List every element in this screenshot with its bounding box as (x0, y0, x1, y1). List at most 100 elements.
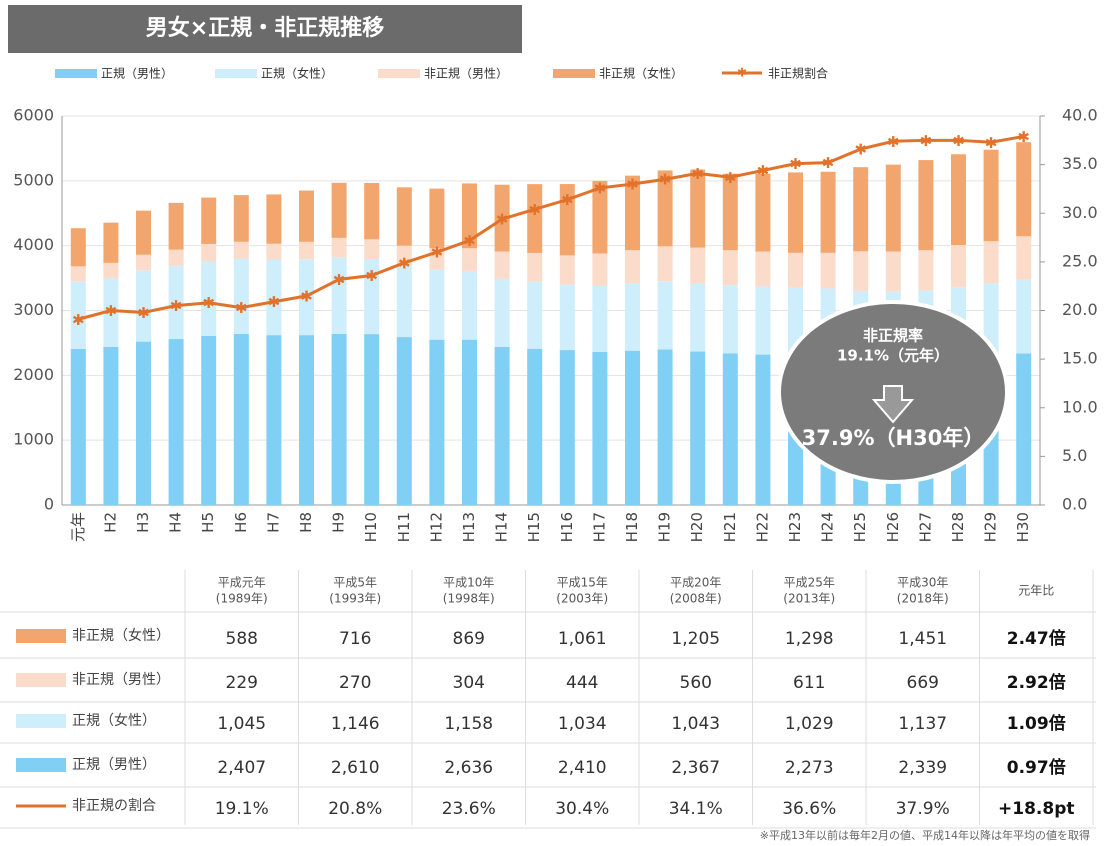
bar-segment (103, 346, 119, 505)
bar-segment (853, 251, 869, 291)
x-tick-label: H26 (884, 512, 902, 542)
ratio-marker: ✱ (724, 169, 737, 187)
table-swatch (16, 714, 66, 728)
x-tick-label: H21 (721, 512, 739, 542)
table-cell: 1.09倍 (1007, 713, 1066, 734)
bar-segment (885, 164, 901, 252)
table-cell: 2,339 (898, 758, 947, 778)
ratio-marker: ✱ (952, 132, 965, 150)
bar-segment (527, 252, 543, 282)
ratio-marker: ✱ (463, 232, 476, 250)
bar-segment (592, 253, 608, 286)
bar-segment (233, 241, 249, 259)
bar-segment (592, 351, 608, 505)
table-cell: 36.6% (782, 799, 836, 819)
ratio-marker: ✱ (398, 254, 411, 272)
ratio-marker: ✱ (170, 297, 183, 315)
table-header: (2018年) (897, 592, 949, 606)
table-cell: 869 (453, 629, 485, 649)
bar-segment (331, 182, 347, 238)
legend-swatch (55, 69, 97, 78)
ratio-marker: ✱ (528, 201, 541, 219)
bar-segment (168, 249, 184, 266)
ratio-marker: ✱ (757, 162, 770, 180)
bar-segment (266, 259, 282, 336)
bar-segment (625, 283, 640, 351)
x-tick-label: H22 (753, 512, 771, 542)
bar-segment (364, 182, 380, 240)
x-tick-label: H10 (362, 512, 380, 542)
table-cell: 444 (566, 673, 598, 693)
bar-segment (299, 241, 314, 260)
bar-segment (364, 239, 380, 260)
table-cell: 1,137 (898, 714, 947, 734)
bar-segment (527, 184, 543, 253)
bar-segment (364, 334, 380, 505)
bar-segment (331, 333, 347, 505)
bar-segment (266, 335, 282, 505)
footnote: ※平成13年以前は毎年2月の値、平成14年以降は年平均の値を取得 (760, 828, 1090, 842)
table-cell: 229 (226, 673, 258, 693)
bar-segment (722, 250, 738, 286)
x-tick-label: H19 (656, 512, 674, 542)
bar-segment (201, 335, 217, 505)
y-tick-label: 5000 (13, 170, 54, 189)
table-cell: 34.1% (669, 799, 723, 819)
annotation-to: 37.9%（H30年） (802, 426, 985, 450)
table-cell: 2,410 (558, 758, 607, 778)
bar-segment (1016, 142, 1032, 237)
x-tick-label: H13 (460, 512, 478, 542)
ratio-marker: ✱ (789, 155, 802, 173)
table-header: (1989年) (216, 592, 268, 606)
table-cell: 1,298 (785, 629, 834, 649)
bar-segment (70, 348, 86, 505)
table-cell: 716 (339, 629, 371, 649)
bar-segment (657, 281, 673, 350)
bar-segment (1016, 279, 1032, 354)
table-cell: 1,029 (785, 714, 834, 734)
legend-label: 正規（男性） (101, 66, 173, 81)
bar-segment (396, 265, 412, 338)
table-cell: 588 (226, 629, 258, 649)
table-cell: 2,610 (331, 758, 380, 778)
table-cell: 1,043 (671, 714, 720, 734)
bar-segment (722, 353, 738, 505)
table-header: 平成30年 (897, 576, 948, 590)
y2-tick-label: 15.0 (1062, 349, 1098, 368)
ratio-marker: ✱ (268, 293, 281, 311)
y2-tick-label: 25.0 (1062, 251, 1098, 270)
legend-label: 非正規割合 (768, 66, 828, 81)
table-cell: 1,158 (444, 714, 493, 734)
bar-segment (755, 354, 771, 505)
annotation-from: 19.1%（元年） (837, 347, 949, 365)
ratio-marker: ✱ (300, 287, 313, 305)
table-swatch (16, 673, 66, 687)
bar-segment (299, 190, 314, 242)
bar-segment (657, 170, 673, 247)
bar-segment (625, 350, 640, 505)
table-cell: 0.97倍 (1007, 757, 1066, 778)
x-tick-label: H25 (851, 512, 869, 542)
x-tick-label: H5 (199, 512, 217, 533)
bar-segment (233, 195, 249, 242)
bar-segment (201, 197, 217, 244)
x-tick-label: H23 (786, 512, 804, 542)
bar-segment (983, 283, 999, 356)
row-label: 非正規（女性） (72, 627, 170, 644)
table-header: 平成25年 (784, 576, 835, 590)
table-cell: 669 (907, 673, 939, 693)
table-cell: 2.92倍 (1007, 672, 1066, 693)
ratio-marker: ✱ (920, 132, 933, 150)
bar-segment (70, 266, 86, 282)
bar-segment (266, 194, 282, 244)
ratio-marker: ✱ (594, 179, 607, 197)
bar-segment (1016, 353, 1032, 505)
title-box (8, 5, 522, 53)
bar-segment (331, 237, 347, 258)
table-header: 元年比 (1018, 584, 1054, 598)
bar-segment (657, 349, 673, 505)
table-cell: 2,407 (217, 758, 266, 778)
bar-segment (364, 259, 380, 335)
bar-segment (690, 247, 706, 284)
bar-segment (820, 252, 836, 289)
